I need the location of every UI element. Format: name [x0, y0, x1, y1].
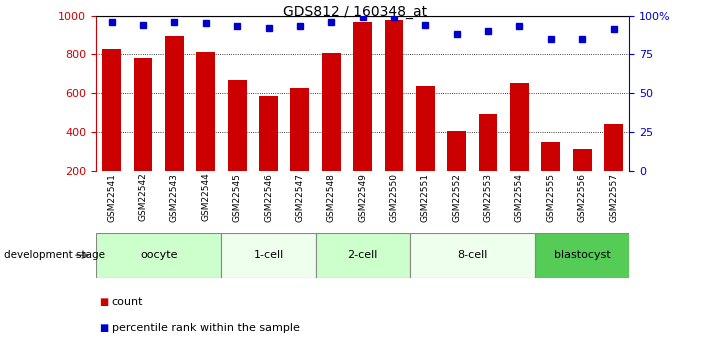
Text: 2-cell: 2-cell [348, 250, 378, 260]
Text: ■: ■ [100, 297, 109, 307]
Bar [322, 53, 341, 209]
Text: oocyte: oocyte [140, 250, 178, 260]
Bar [221, 233, 316, 278]
Text: GSM22555: GSM22555 [546, 172, 555, 221]
Text: 1-cell: 1-cell [253, 250, 284, 260]
Text: ■: ■ [100, 323, 109, 333]
Bar [228, 80, 247, 209]
Text: GSM22542: GSM22542 [139, 172, 148, 221]
Bar [510, 83, 529, 209]
Text: GSM22548: GSM22548 [327, 172, 336, 221]
Bar [541, 142, 560, 209]
Text: 8-cell: 8-cell [457, 250, 488, 260]
Text: GSM22549: GSM22549 [358, 172, 367, 221]
Text: GSM22557: GSM22557 [609, 172, 618, 221]
Text: GSM22541: GSM22541 [107, 172, 116, 221]
Bar [573, 149, 592, 209]
Bar [410, 233, 535, 278]
Text: development stage: development stage [4, 250, 105, 260]
Bar [196, 52, 215, 209]
Text: GSM22545: GSM22545 [232, 172, 242, 221]
Bar [447, 131, 466, 209]
Text: GSM22556: GSM22556 [577, 172, 587, 221]
Bar [102, 49, 121, 209]
Bar [535, 233, 629, 278]
Bar [134, 58, 152, 209]
Text: GSM22552: GSM22552 [452, 172, 461, 221]
Bar [96, 233, 221, 278]
Text: GSM22550: GSM22550 [390, 172, 398, 221]
Text: percentile rank within the sample: percentile rank within the sample [112, 323, 299, 333]
Bar [165, 36, 184, 209]
Bar [316, 233, 410, 278]
Text: GSM22553: GSM22553 [483, 172, 493, 221]
Text: blastocyst: blastocyst [554, 250, 611, 260]
Text: GSM22544: GSM22544 [201, 172, 210, 221]
Bar [604, 124, 623, 209]
Text: GSM22543: GSM22543 [170, 172, 179, 221]
Bar [291, 88, 309, 209]
Text: GSM22554: GSM22554 [515, 172, 524, 221]
Bar [259, 96, 278, 209]
Bar [479, 114, 498, 209]
Text: count: count [112, 297, 143, 307]
Bar [416, 86, 434, 209]
Text: GSM22546: GSM22546 [264, 172, 273, 221]
Text: GSM22551: GSM22551 [421, 172, 430, 221]
Bar [385, 20, 403, 209]
Text: GDS812 / 160348_at: GDS812 / 160348_at [284, 5, 427, 19]
Text: GSM22547: GSM22547 [295, 172, 304, 221]
Bar [353, 22, 372, 209]
